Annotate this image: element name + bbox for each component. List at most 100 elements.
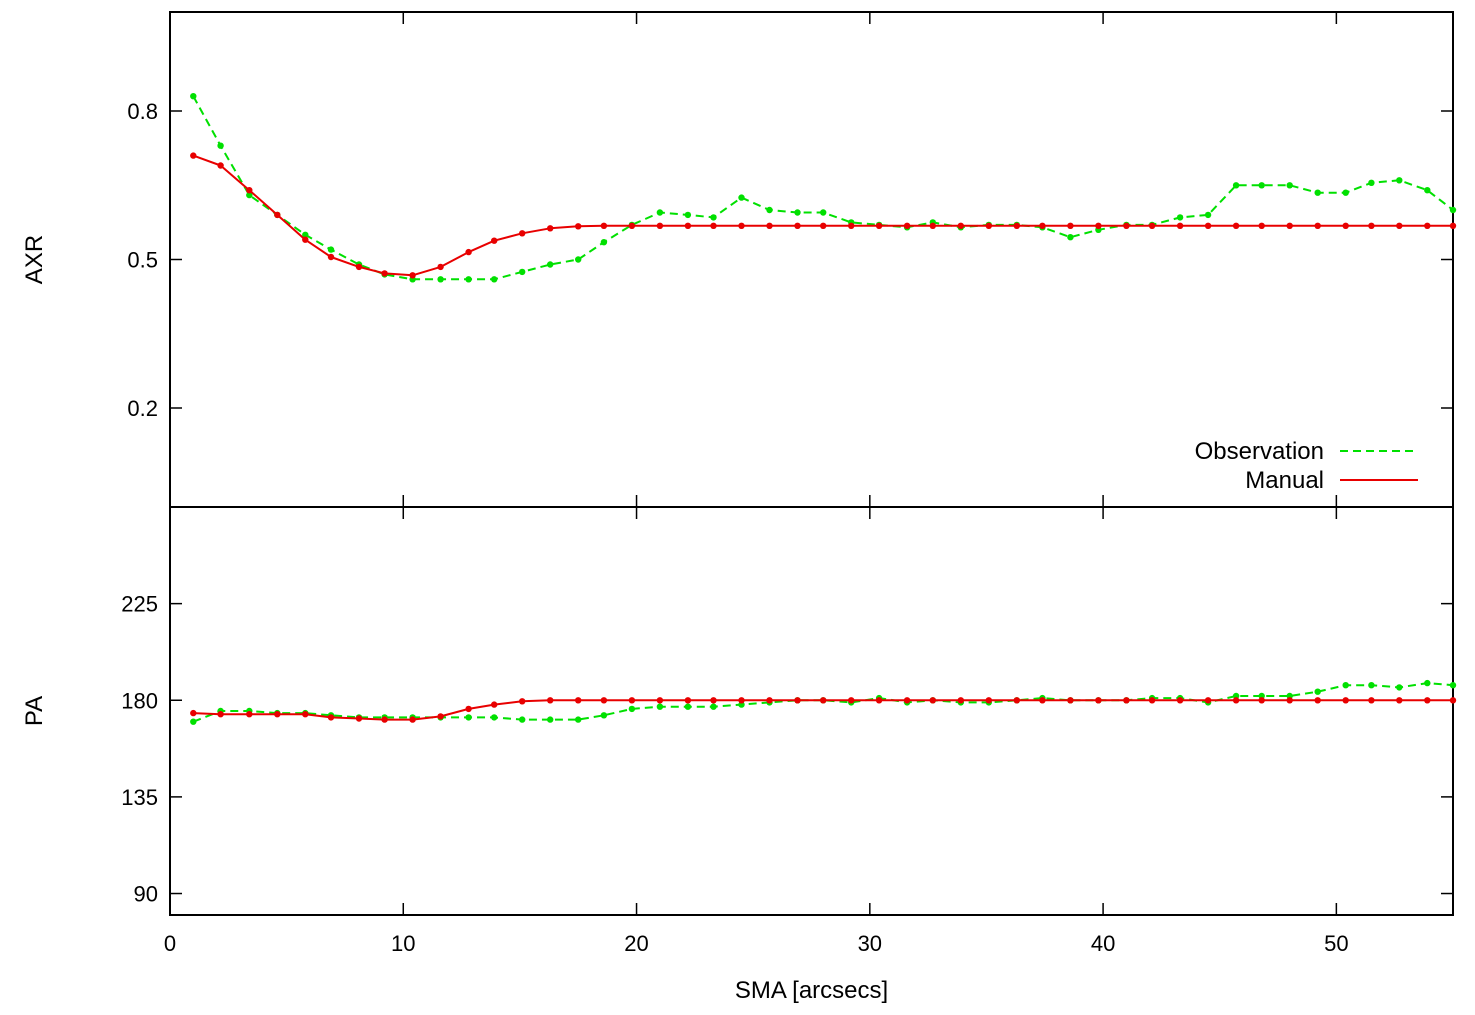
bottom-series-manual-point: [246, 711, 253, 718]
bottom-series-observation-point: [1342, 682, 1349, 689]
top-series-manual-point: [820, 222, 827, 229]
bottom-series-manual-point: [1232, 697, 1240, 704]
top-series-manual-point: [1176, 222, 1184, 229]
top-series-observation-point: [766, 206, 773, 214]
top-series-manual-point: [1204, 222, 1212, 229]
top-series-manual-point: [600, 222, 608, 229]
top-series-manual-point: [519, 230, 526, 237]
top-series-observation-point: [1396, 177, 1403, 184]
top-series-manual-point: [381, 270, 388, 277]
bottom-series-observation-point: [656, 703, 664, 710]
top-series-manual-point: [710, 222, 717, 229]
x-tick-label: 10: [391, 931, 415, 956]
bottom-series-observation-point: [1314, 688, 1321, 695]
bottom-series-manual-point: [1368, 697, 1375, 704]
top-series-observation-point: [684, 211, 692, 219]
bottom-series-manual-point: [1286, 697, 1293, 704]
top-series-manual-point: [766, 222, 773, 229]
top-series-manual-point: [1368, 222, 1375, 229]
bottom-y-tick-label: 225: [121, 592, 158, 617]
bottom-series-manual-point: [656, 697, 664, 704]
bottom-series-manual-point: [465, 705, 472, 713]
legend-label-observation: Observation: [1195, 438, 1324, 465]
bottom-series-manual-point: [1396, 697, 1403, 704]
top-series-observation-point: [710, 214, 717, 221]
top-series-manual-point: [628, 222, 636, 229]
bottom-series-observation-point: [684, 703, 692, 710]
top-series-manual-point: [738, 222, 745, 229]
top-series-observation-point: [600, 239, 608, 246]
top-series-observation-point: [794, 209, 801, 216]
bottom-series-manual-point: [1123, 697, 1130, 704]
bottom-series-manual-point: [355, 715, 363, 722]
x-tick-label: 40: [1091, 931, 1115, 956]
bottom-series-manual-point: [302, 711, 309, 718]
bottom-series-observation-point: [1424, 679, 1431, 687]
bottom-series-manual-point: [875, 697, 883, 704]
bottom-series-manual-point: [903, 697, 911, 704]
bottom-series-observation-point: [600, 712, 608, 719]
top-series-manual-point: [1013, 222, 1020, 229]
top-series-manual-point: [794, 222, 801, 229]
top-series-observation-point: [547, 261, 554, 268]
top-series-observation-point: [1342, 189, 1349, 196]
bottom-series-manual-point: [684, 697, 692, 704]
top-series-manual-point: [274, 211, 281, 219]
bottom-series-observation-point: [1396, 684, 1403, 691]
top-series-observation-point: [519, 268, 526, 276]
bottom-series-observation-point: [547, 716, 554, 723]
top-series-manual-point: [1039, 222, 1046, 229]
bottom-series-manual-point: [848, 697, 855, 704]
top-series-manual-point: [903, 222, 911, 229]
bottom-series-manual-point: [190, 709, 197, 717]
top-series-manual-point: [1123, 222, 1130, 229]
bottom-series-manual-point: [794, 697, 801, 704]
bottom-series-observation-point: [710, 703, 717, 710]
bottom-series-manual-point: [957, 697, 964, 704]
bottom-y-tick-label: 135: [121, 785, 158, 810]
bottom-series-manual-point: [327, 714, 335, 721]
top-series-observation-point: [1424, 187, 1431, 194]
bottom-series-manual-point: [929, 697, 936, 704]
bottom-series-manual-point: [1258, 697, 1265, 704]
top-series-observation-point: [1286, 182, 1293, 189]
top-y-tick-label: 0.5: [127, 248, 158, 273]
top-series-manual-point: [1286, 222, 1293, 229]
x-tick-label: 50: [1324, 931, 1348, 956]
top-series-manual-point: [190, 152, 197, 159]
top-series-observation-point: [656, 209, 664, 216]
top-series-manual-point: [1342, 222, 1349, 229]
top-series-manual-point: [1424, 222, 1431, 229]
bottom-plot-frame: [169, 506, 1454, 916]
top-series-manual-point: [491, 237, 498, 244]
bottom-series-observation-point: [1368, 682, 1375, 689]
top-series-observation-point: [1176, 214, 1184, 221]
bottom-series-manual-point: [738, 697, 745, 704]
top-series-manual-point: [1067, 222, 1074, 229]
bottom-series-manual-point: [437, 713, 444, 720]
top-series-manual-point: [1396, 222, 1403, 229]
top-series-observation-point: [575, 256, 582, 263]
top-series-observation-point: [437, 276, 444, 283]
top-series-manual-point: [1449, 222, 1457, 229]
top-series-observation-point: [1314, 189, 1321, 196]
bottom-series-manual-point: [820, 697, 827, 704]
top-series-observation-point: [246, 191, 253, 199]
top-series-manual-point: [575, 223, 582, 230]
bottom-series-manual-point: [381, 716, 388, 723]
top-series-manual-point: [355, 263, 363, 271]
top-series-manual-point: [1258, 222, 1265, 229]
bottom-series-observation-point: [465, 714, 472, 721]
top-series-observation-point: [1449, 206, 1457, 214]
bottom-series-manual-point: [1314, 697, 1321, 704]
bottom-ylabel: PA: [21, 696, 48, 726]
bottom-series-manual-point: [600, 697, 608, 704]
bottom-series-manual-point: [575, 697, 582, 704]
x-tick-label: 20: [624, 931, 648, 956]
top-series-manual-point: [1314, 222, 1321, 229]
bottom-series-manual-point: [1176, 697, 1184, 704]
bottom-y-tick-label: 90: [134, 882, 158, 907]
xlabel: SMA [arcsecs]: [735, 977, 888, 1004]
top-series-manual-point: [327, 253, 335, 261]
